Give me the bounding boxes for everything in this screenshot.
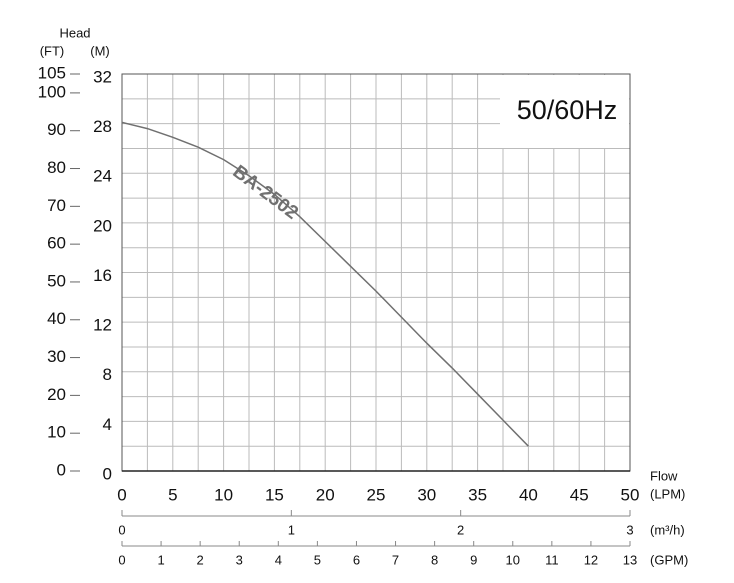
x3-tick-label: 10 [506,552,520,567]
x3-tick-label: 1 [157,552,164,567]
x3-tick-label: 11 [545,552,559,567]
x2-tick-label: 0 [118,522,125,537]
y2-tick-label: 30 [47,347,66,366]
x-tick-label: 5 [168,485,177,504]
y-tick-label: 28 [93,117,112,136]
x3-tick-label: 3 [236,552,243,567]
x-tick-label: 50 [621,485,640,504]
y2-tick-label: 60 [47,234,66,253]
y-tick-label: 20 [93,216,112,235]
y2-tick-label: 105 [38,63,66,82]
x3-tick-label: 2 [197,552,204,567]
x3-tick-label: 12 [584,552,598,567]
x-tick-label: 15 [265,485,284,504]
x-tick-label: 25 [367,485,386,504]
x-unit: (LPM) [650,486,685,501]
series-label: BA-2502 [229,161,302,224]
x-tick-label: 10 [214,485,233,504]
y-tick-label: 0 [103,464,112,483]
x2-tick-label: 3 [626,522,633,537]
x2-unit: (m³/h) [650,522,685,537]
x-tick-label: 45 [570,485,589,504]
curve [121,121,529,447]
y-tick-label: 12 [93,316,112,335]
y2-tick-label: 100 [38,82,66,101]
x3-tick-label: 5 [314,552,321,567]
x3-tick-label: 9 [470,552,477,567]
x3-unit: (GPM) [650,552,688,567]
y-tick-label: 8 [103,365,112,384]
annotation-box [500,75,629,148]
y2-tick-label: 0 [57,460,66,479]
x-label: Flow [650,468,678,483]
y2-tick-label: 20 [47,385,66,404]
x3-tick-label: 8 [431,552,438,567]
x-tick-label: 20 [316,485,335,504]
y2-tick-label: 10 [47,423,66,442]
x3-tick-label: 7 [392,552,399,567]
y2-tick-label: 70 [47,196,66,215]
x-tick-label: 30 [417,485,436,504]
annotation: 50/60Hz [517,95,618,125]
x3-tick-label: 0 [118,552,125,567]
y2-tick-label: 50 [47,271,66,290]
y-tick-label: 4 [103,415,112,434]
x-tick-label: 0 [117,485,126,504]
x2-tick-label: 1 [288,522,295,537]
y-tick-label: 32 [93,67,112,86]
y2-tick-label: 90 [47,120,66,139]
x3-tick-label: 6 [353,552,360,567]
x-tick-label: 35 [468,485,487,504]
x3-tick-label: 4 [275,552,282,567]
y2-tick-label: 80 [47,158,66,177]
x-tick-label: 40 [519,485,538,504]
y-tick-label: 24 [93,167,112,186]
y2-unit: (FT) [40,43,65,58]
y2-tick-label: 40 [47,309,66,328]
x3-tick-label: 13 [623,552,637,567]
x2-tick-label: 2 [457,522,464,537]
y-tick-label: 16 [93,266,112,285]
y-unit: (M) [90,43,110,58]
y-label: Head [59,25,90,40]
